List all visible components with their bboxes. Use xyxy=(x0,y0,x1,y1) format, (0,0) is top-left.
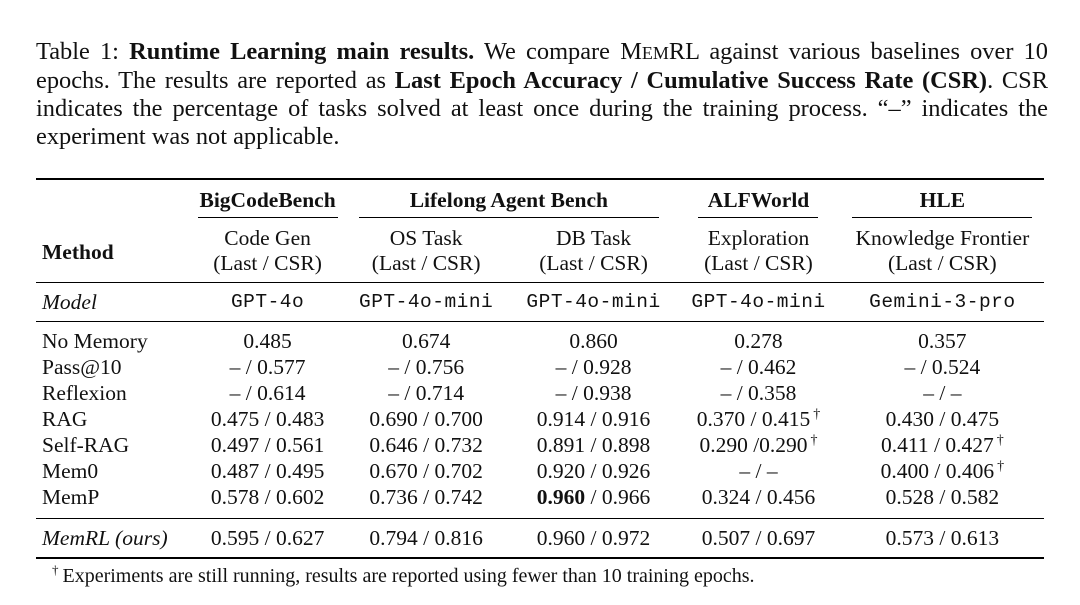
method-header: Method xyxy=(42,239,114,264)
model-name: GPT-4o xyxy=(230,291,305,313)
footnote-text: Experiments are still running, results a… xyxy=(62,565,755,587)
result-cell: 0.400 / 0.406 † xyxy=(880,458,1005,483)
result-cell: 0.736 / 0.742 xyxy=(369,485,483,509)
method-name: Mem0 xyxy=(42,459,99,483)
result-cell: 0.475 / 0.483 xyxy=(210,407,325,431)
result-cell: – / 0.358 xyxy=(720,381,797,405)
result-cell: 0.646 / 0.732 xyxy=(369,433,483,457)
method-name: MemRL (ours) xyxy=(42,525,168,550)
result-cell: 0.278 xyxy=(734,329,783,353)
task-header: Code Gen (Last / CSR) xyxy=(213,226,322,275)
caption-text-2: against various baselines over 10 epochs… xyxy=(36,38,1048,94)
dagger-mark: † xyxy=(810,432,818,448)
result-cell: 0.595 / 0.627 xyxy=(210,525,325,550)
method-name: Pass@10 xyxy=(42,355,122,379)
model-name: GPT-4o-mini xyxy=(526,291,661,313)
result-cell: 0.960 / 0.972 xyxy=(536,525,651,550)
caption-bold-metric: Last Epoch Accuracy / Cumulative Success… xyxy=(394,67,988,94)
result-cell: 0.357 xyxy=(918,329,967,353)
table-row: Mem0 0.487 / 0.495 0.670 / 0.702 0.920 /… xyxy=(36,458,1044,484)
result-cell: 0.324 / 0.456 xyxy=(701,485,816,509)
result-cell: – / – xyxy=(739,459,778,483)
result-cell: 0.528 / 0.582 xyxy=(885,485,1000,509)
table-row: Self-RAG 0.497 / 0.561 0.646 / 0.732 0.8… xyxy=(36,432,1044,458)
task-header: DB Task (Last / CSR) xyxy=(539,226,648,275)
result-cell: – / 0.614 xyxy=(229,381,306,405)
model-name: GPT-4o-mini xyxy=(359,291,494,313)
result-cell: – / 0.928 xyxy=(555,355,632,379)
benchmark-header: HLE xyxy=(841,179,1044,222)
result-cell: 0.573 / 0.613 xyxy=(885,525,1000,550)
footnote-marker: † xyxy=(52,562,59,578)
benchmark-header-row: BigCodeBench Lifelong Agent Bench ALFWor… xyxy=(36,179,1044,222)
method-name: MemP xyxy=(42,485,100,509)
result-cell: – / 0.756 xyxy=(388,355,465,379)
table-row: Reflexion – / 0.614 – / 0.714 – / 0.938 … xyxy=(36,380,1044,406)
model-row: Model GPT-4o GPT-4o-mini GPT-4o-mini GPT… xyxy=(36,282,1044,322)
result-cell: 0.411 / 0.427 † xyxy=(881,432,1004,457)
result-cell: 0.860 xyxy=(569,329,618,353)
result-cell: 0.891 / 0.898 xyxy=(536,433,651,457)
result-cell: 0.507 / 0.697 xyxy=(701,525,816,550)
task-header-row: Method Code Gen (Last / CSR) OS Task (Last… xyxy=(36,222,1044,283)
method-name: Self-RAG xyxy=(42,433,130,457)
result-cell: – / 0.714 xyxy=(388,381,465,405)
method-name: No Memory xyxy=(42,329,148,353)
task-header: Knowledge Frontier (Last / CSR) xyxy=(855,226,1030,275)
caption-text-1: We compare xyxy=(483,38,611,65)
benchmark-header: BigCodeBench xyxy=(194,179,342,222)
result-cell: – / 0.462 xyxy=(720,355,797,379)
results-table: BigCodeBench Lifelong Agent Bench ALFWor… xyxy=(36,178,1044,559)
dagger-mark: † xyxy=(813,406,821,422)
task-header: OS Task (Last / CSR) xyxy=(371,226,481,275)
table-row: No Memory 0.485 0.674 0.860 0.278 0.357 xyxy=(36,321,1044,355)
result-cell: 0.370 / 0.415 † xyxy=(696,406,821,431)
table-footnote: † Experiments are still running, results … xyxy=(52,562,755,588)
system-name: MEMRL xyxy=(620,38,700,65)
model-name: GPT-4o-mini xyxy=(691,291,826,313)
result-cell: 0.485 xyxy=(243,329,292,353)
result-cell: 0.497 / 0.561 xyxy=(210,433,325,457)
result-cell: 0.578 / 0.602 xyxy=(210,485,325,509)
method-name: RAG xyxy=(42,407,88,431)
task-header: Exploration (Last / CSR) xyxy=(704,226,813,275)
result-cell: 0.920 / 0.926 xyxy=(536,459,651,483)
result-cell: 0.430 / 0.475 xyxy=(885,407,1000,431)
dagger-mark: † xyxy=(996,432,1004,448)
dagger-mark: † xyxy=(997,458,1005,474)
result-cell: 0.690 / 0.700 xyxy=(369,407,483,431)
result-cell: 0.674 xyxy=(401,329,451,353)
result-cell: – / 0.938 xyxy=(555,381,632,405)
result-cell: 0.794 / 0.816 xyxy=(369,525,483,550)
result-cell: – / 0.577 xyxy=(229,355,306,379)
result-cell: 0.290 /0.290 † xyxy=(699,432,818,457)
result-cell: 0.670 / 0.702 xyxy=(369,459,483,483)
result-cell: 0.914 / 0.916 xyxy=(536,407,651,431)
result-cell: 0.487 / 0.495 xyxy=(210,459,325,483)
model-name: Gemini-3-pro xyxy=(869,291,1016,313)
table-row: RAG 0.475 / 0.483 0.690 / 0.700 0.914 / … xyxy=(36,406,1044,432)
caption-text-3: . CSR indicates the percentage of tasks … xyxy=(36,67,1048,150)
benchmark-header: ALFWorld xyxy=(676,179,840,222)
table-row-ours: MemRL (ours) 0.595 / 0.627 0.794 / 0.816… xyxy=(36,518,1044,558)
result-cell: – / 0.524 xyxy=(904,355,981,379)
benchmark-header: Lifelong Agent Bench xyxy=(341,179,676,222)
result-cell: – / – xyxy=(923,381,962,405)
result-cell: 0.960 / 0.966 xyxy=(536,485,651,509)
table-row: MemP 0.578 / 0.602 0.736 / 0.742 0.960 /… xyxy=(36,484,1044,519)
table-row: Pass@10 – / 0.577 – / 0.756 – / 0.928 – … xyxy=(36,354,1044,380)
caption-title: Runtime Learning main results. xyxy=(129,38,475,65)
model-label: Model xyxy=(42,289,97,314)
method-name: Reflexion xyxy=(42,381,127,405)
table-caption: Table 1: Runtime Learning main results. … xyxy=(36,38,1048,151)
caption-label: Table 1: xyxy=(36,38,119,65)
